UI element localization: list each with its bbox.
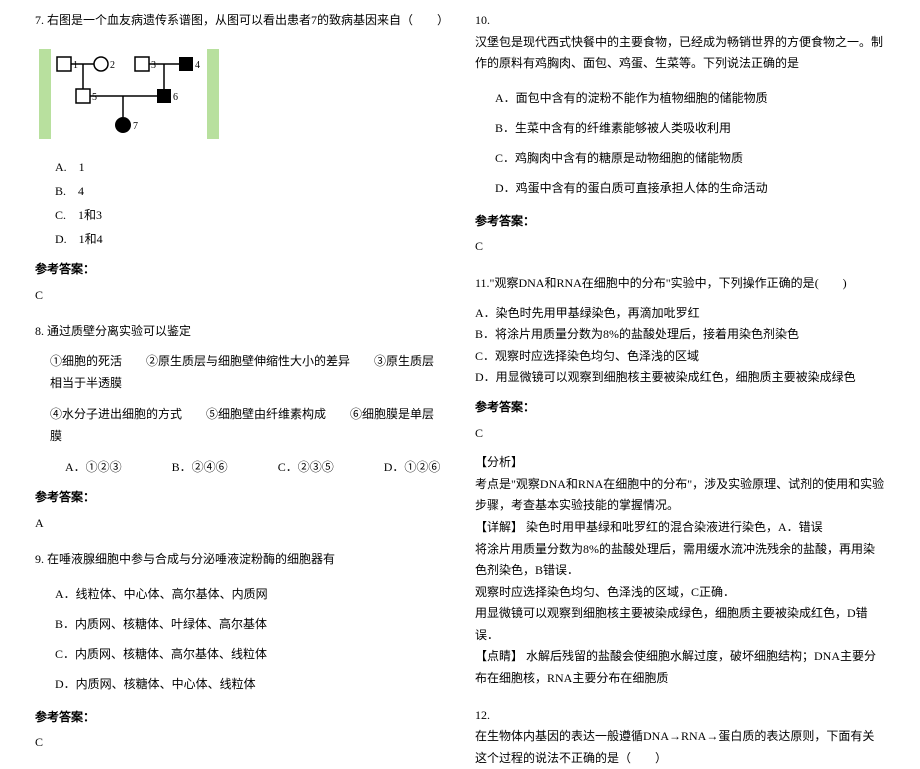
q12-num: 12. [475,705,885,727]
q10-text: 汉堡包是现代西式快餐中的主要食物，已经成为畅销世界的方便食物之一。制作的原料有鸡… [475,32,885,75]
q8-answer: A [35,513,445,535]
q11-text: 11."观察DNA和RNA在细胞中的分布"实验中，下列操作正确的是( ) [475,273,885,295]
question-9: 9. 在唾液腺细胞中参与合成与分泌唾液淀粉酶的细胞器有 A．线粒体、中心体、高尔… [35,549,445,754]
q11-detail2: 将涂片用质量分数为8%的盐酸处理后，需用缓水流冲洗残余的盐酸，再用染色剂染色，B… [475,539,885,582]
svg-text:3: 3 [151,60,156,71]
q9-opt-a: A．线粒体、中心体、高尔基体、内质网 [55,579,445,609]
question-8: 8. 通过质壁分离实验可以鉴定 ①细胞的死活 ②原生质层与细胞壁伸缩性大小的差异… [35,321,445,534]
q8-opt-d: D．①②⑥ [384,457,441,479]
q9-opt-d: D．内质网、核糖体、中心体、线粒体 [55,669,445,699]
q8-opt-a: A．①②③ [65,457,122,479]
q7-options: A. 1 B. 4 C. 1和3 D. 1和4 [55,155,445,251]
question-11: 11."观察DNA和RNA在细胞中的分布"实验中，下列操作正确的是( ) A．染… [475,273,885,690]
svg-text:7: 7 [133,121,138,132]
q8-items2: ④水分子进出细胞的方式 ⑤细胞壁由纤维素构成 ⑥细胞膜是单层膜 [50,404,445,447]
q9-answer-label: 参考答案： [35,707,445,729]
q11-analysis: 考点是"观察DNA和RNA在细胞中的分布"，涉及实验原理、试剂的使用和实验步骤，… [475,474,885,517]
q9-answer: C [35,732,445,754]
q11-point-label: 【点睛】 [475,649,523,663]
q11-detail3: 观察时应选择染色均匀、色泽浅的区域，C正确． [475,582,885,604]
q10-opt-c: C．鸡胸肉中含有的糖原是动物细胞的储能物质 [495,143,885,173]
q11-opt-b: B．将涂片用质量分数为8%的盐酸处理后，接着用染色剂染色 [475,324,885,346]
q10-answer-label: 参考答案： [475,211,885,233]
q9-opt-c: C．内质网、核糖体、高尔基体、线粒体 [55,639,445,669]
svg-text:2: 2 [110,60,115,71]
q8-options: A．①②③ B．②④⑥ C．②③⑤ D．①②⑥ [65,457,445,479]
q11-answer-label: 参考答案： [475,397,885,419]
pedigree-diagram: 1 2 3 4 5 6 7 [35,45,223,151]
pedigree-svg: 1 2 3 4 5 6 7 [39,49,219,139]
q11-answer: C [475,423,885,445]
q11-point: 水解后残留的盐酸会使细胞水解过度，破坏细胞结构；DNA主要分布在细胞核，RNA主… [475,649,876,685]
q11-detail-label: 【详解】 [475,520,523,534]
q10-options: A．面包中含有的淀粉不能作为植物细胞的储能物质 B．生菜中含有的纤维素能够被人类… [495,83,885,203]
svg-text:6: 6 [173,92,178,103]
q11-analysis-label: 【分析】 [475,452,885,474]
svg-text:4: 4 [195,60,200,71]
q10-opt-b: B．生菜中含有的纤维素能够被人类吸收利用 [495,113,885,143]
q7-answer: C [35,285,445,307]
q9-options: A．线粒体、中心体、高尔基体、内质网 B．内质网、核糖体、叶绿体、高尔基体 C．… [55,579,445,699]
q7-opt-b: B. 4 [55,179,445,203]
q7-opt-c: C. 1和3 [55,203,445,227]
q7-opt-a: A. 1 [55,155,445,179]
q10-answer: C [475,236,885,258]
q11-detail1: 染色时用甲基绿和吡罗红的混合染液进行染色，A．错误 [526,520,823,534]
q7-text: 7. 右图是一个血友病遗传系谱图，从图可以看出患者7的致病基因来自（ ） [35,10,445,32]
q8-answer-label: 参考答案： [35,487,445,509]
q8-text: 8. 通过质壁分离实验可以鉴定 [35,321,445,343]
question-10: 10. 汉堡包是现代西式快餐中的主要食物，已经成为畅销世界的方便食物之一。制作的… [475,10,885,258]
q8-opt-c: C．②③⑤ [278,457,334,479]
q8-opt-b: B．②④⑥ [172,457,228,479]
svg-text:5: 5 [92,92,97,103]
question-7: 7. 右图是一个血友病遗传系谱图，从图可以看出患者7的致病基因来自（ ） 1 2… [35,10,445,306]
q11-opt-c: C．观察时应选择染色均匀、色泽浅的区域 [475,346,885,368]
q11-opt-a: A．染色时先用甲基绿染色，再滴加吡罗红 [475,303,885,325]
q9-text: 9. 在唾液腺细胞中参与合成与分泌唾液淀粉酶的细胞器有 [35,549,445,571]
q7-answer-label: 参考答案： [35,259,445,281]
q11-opt-d: D．用显微镜可以观察到细胞核主要被染成红色，细胞质主要被染成绿色 [475,367,885,389]
q12-text: 在生物体内基因的表达一般遵循DNA→RNA→蛋白质的表达原则，下面有关这个过程的… [475,726,885,769]
q10-opt-a: A．面包中含有的淀粉不能作为植物细胞的储能物质 [495,83,885,113]
q10-opt-d: D．鸡蛋中含有的蛋白质可直接承担人体的生命活动 [495,173,885,203]
left-column: 7. 右图是一个血友病遗传系谱图，从图可以看出患者7的致病基因来自（ ） 1 2… [20,10,460,641]
q11-detail4: 用显微镜可以观察到细胞核主要被染成绿色，细胞质主要被染成红色，D错误． [475,603,885,646]
svg-text:1: 1 [73,60,78,71]
question-12: 12. 在生物体内基因的表达一般遵循DNA→RNA→蛋白质的表达原则，下面有关这… [475,705,885,769]
q9-opt-b: B．内质网、核糖体、叶绿体、高尔基体 [55,609,445,639]
right-column: 10. 汉堡包是现代西式快餐中的主要食物，已经成为畅销世界的方便食物之一。制作的… [460,10,900,641]
q10-num: 10. [475,10,885,32]
q8-items: ①细胞的死活 ②原生质层与细胞壁伸缩性大小的差异 ③原生质层相当于半透膜 [50,351,445,394]
q7-opt-d: D. 1和4 [55,227,445,251]
